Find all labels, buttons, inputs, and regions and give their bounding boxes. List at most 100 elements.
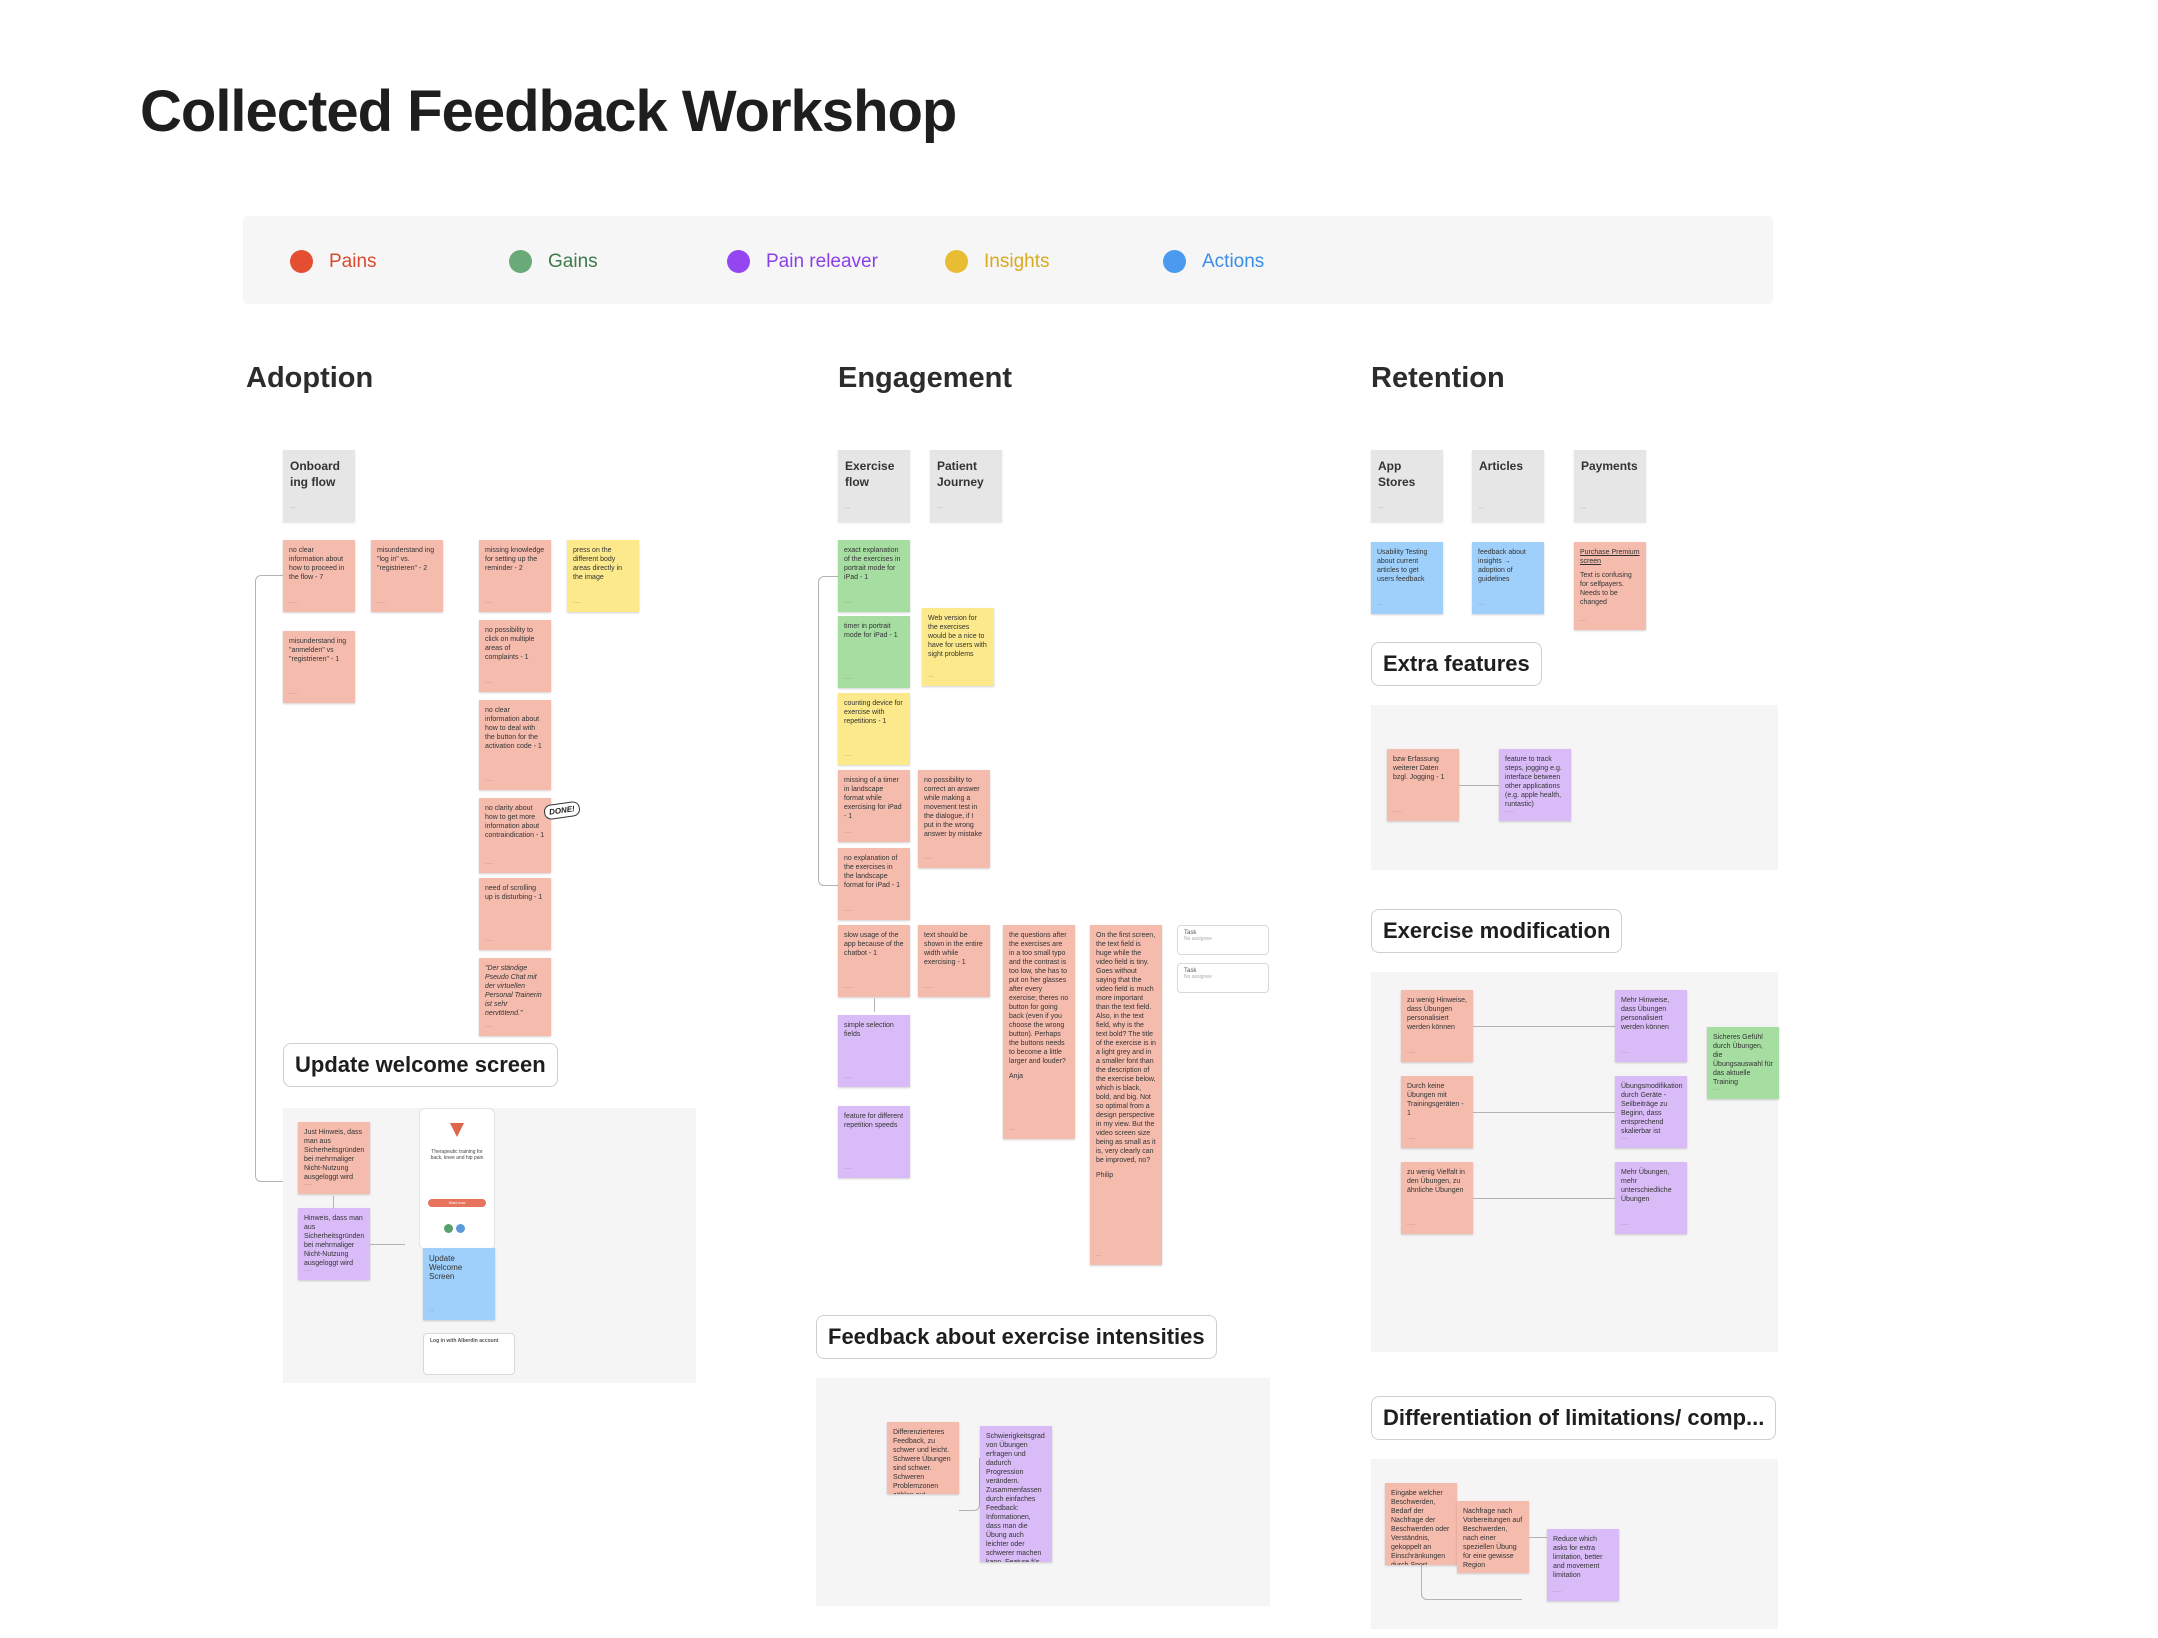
sticky-note[interactable]: Durch keine Übungen mit Trainingsgeräten… <box>1401 1076 1473 1148</box>
connector-line <box>874 998 875 1012</box>
sticky-note[interactable]: no clear information about how to procee… <box>283 540 355 612</box>
author-label: ···· <box>290 505 296 510</box>
sticky-note[interactable]: Web version for the exercises would be a… <box>922 608 994 686</box>
connector-line <box>255 575 284 1182</box>
insights-dot-icon <box>945 250 968 273</box>
connector-line <box>1473 1112 1615 1113</box>
sticky-note[interactable]: no clear information about how to deal w… <box>479 700 551 790</box>
column-header-articles[interactable]: Articles ···· <box>1472 450 1544 522</box>
connector-line <box>818 576 839 886</box>
sticky-note[interactable]: On the first screen, the text field is h… <box>1090 925 1162 1265</box>
sticky-note[interactable]: Hinweis, dass man aus Sicherheitsgründen… <box>298 1208 370 1280</box>
sticky-note[interactable]: Differenzierteres Feedback, zu schwer un… <box>887 1422 959 1494</box>
login-card[interactable]: Log in with Alberdin account <box>423 1333 515 1375</box>
sticky-note[interactable]: Übungsmodifikation durch Geräte - Seilbe… <box>1615 1076 1687 1148</box>
sticky-note[interactable]: timer in portrait mode for iPad - 1 ·····… <box>838 616 910 688</box>
sticky-note[interactable]: Reduce which asks for extra limitation, … <box>1547 1529 1619 1601</box>
sticky-text: no clear information about how to procee… <box>289 547 345 581</box>
legend-item-gains: Gains <box>509 250 598 273</box>
pain-releaver-dot-icon <box>727 250 750 273</box>
section-box-exercise-modification: zu wenig Hinweise, dass Übungen personal… <box>1371 972 1779 1352</box>
sticky-note[interactable]: no explanation of the exercises in the l… <box>838 848 910 920</box>
connector-line <box>333 1196 334 1216</box>
author-label: ······ <box>573 600 581 605</box>
sticky-text: counting device for exercise with repeti… <box>844 700 903 725</box>
column-header-patient-journey[interactable]: Patient Journey ···· <box>930 450 1002 522</box>
sticky-text: timer in portrait mode for iPad - 1 <box>844 623 898 639</box>
sticky-note[interactable]: Update Welcome Screen ···· <box>423 1248 495 1320</box>
sticky-text: Mehr Übungen, mehr unterschiedliche Übun… <box>1621 1169 1672 1203</box>
column-header-label: App Stores <box>1378 459 1416 489</box>
sticky-note[interactable]: Purchase Premium screen Text is confusin… <box>1574 542 1646 630</box>
section-label-update-welcome-screen[interactable]: Update welcome screen <box>283 1043 558 1087</box>
sticky-note[interactable]: misunderstand ing "log in" vs. "registri… <box>371 540 443 612</box>
author-label: ······ <box>844 753 852 758</box>
sticky-text: Text is confusing for selfpayers. Needs … <box>1580 572 1632 606</box>
task-card[interactable]: Task No assignee <box>1177 925 1269 955</box>
column-header-app-stores[interactable]: App Stores ···· <box>1371 450 1443 522</box>
sticky-text: missing of a timer in landscape format w… <box>844 777 902 820</box>
sticky-note[interactable]: bzw Erfassung weiterer Daten bzgl. Joggi… <box>1387 749 1459 821</box>
app-logo-icon <box>450 1123 464 1137</box>
sticky-note[interactable]: need of scrolling up is disturbing - 1 ··… <box>479 878 551 950</box>
sticky-text: Usability Testing about current articles… <box>1377 549 1428 583</box>
author-label: ······ <box>844 1166 852 1171</box>
sticky-note[interactable]: press on the different body areas direct… <box>567 540 639 612</box>
sticky-signature: Anja <box>1009 1073 1024 1080</box>
section-title-engagement: Engagement <box>838 362 1013 394</box>
sticky-note[interactable]: Sicheres Gefühl durch Übungen, die Übung… <box>1707 1027 1779 1099</box>
sticky-note[interactable]: Eingabe welcher Beschwerden, Bedarf der … <box>1385 1483 1457 1565</box>
author-label: ······ <box>844 1075 852 1080</box>
sticky-note[interactable]: zu wenig Vielfalt in den Übungen, zu ähn… <box>1401 1162 1473 1234</box>
sticky-note[interactable]: slow usage of the app because of the cha… <box>838 925 910 997</box>
sticky-note[interactable]: exact explanation of the exercises in po… <box>838 540 910 612</box>
sticky-note[interactable]: feature for different repetition speeds ·… <box>838 1106 910 1178</box>
column-header-exercise-flow[interactable]: Exercise flow ···· <box>838 450 910 522</box>
sticky-note[interactable]: Nachfrage nach Vorbereitungen auf Beschw… <box>1457 1501 1529 1573</box>
sticky-note[interactable]: misunderstand ing "anmelden" vs "registr… <box>283 631 355 703</box>
author-label: ···· <box>1580 618 1586 623</box>
column-header-onboarding[interactable]: Onboard ing flow ···· <box>283 450 355 522</box>
sticky-text: feature to track steps, jogging e.g. int… <box>1505 756 1562 808</box>
sticky-note[interactable]: zu wenig Hinweise, dass Übungen personal… <box>1401 990 1473 1062</box>
sticky-note[interactable]: no possibility to click on multiple area… <box>479 620 551 692</box>
sticky-note[interactable]: the questions after the exercises are in… <box>1003 925 1075 1139</box>
sticky-note[interactable]: text should be shown in the entire width… <box>918 925 990 997</box>
start-button[interactable]: Start now <box>428 1199 486 1207</box>
author-label: ······ <box>289 691 297 696</box>
sticky-note[interactable]: simple selection fields ······ <box>838 1015 910 1087</box>
sticky-note[interactable]: Usability Testing about current articles… <box>1371 542 1443 614</box>
sticky-note[interactable]: Mehr Übungen, mehr unterschiedliche Übun… <box>1615 1162 1687 1234</box>
sticky-note[interactable]: feature to track steps, jogging e.g. int… <box>1499 749 1571 821</box>
section-label-extra-features[interactable]: Extra features <box>1371 642 1542 686</box>
sticky-note[interactable]: Just Hinweis, dass man aus Sicherheitsgr… <box>298 1122 370 1194</box>
section-title-adoption: Adoption <box>246 362 374 394</box>
author-label: ······ <box>844 676 852 681</box>
author-label: ······ <box>1621 1222 1629 1227</box>
author-label: ······ <box>377 600 385 605</box>
sticky-note[interactable]: "Der ständige Pseudo Chat mit der virtue… <box>479 958 551 1036</box>
task-assignee: No assignee <box>1184 936 1212 942</box>
sticky-note[interactable]: missing knowledge for setting up the rem… <box>479 540 551 612</box>
sticky-text: zu wenig Hinweise, dass Übungen personal… <box>1407 997 1467 1031</box>
sticky-note[interactable]: feedback about insights → adoption of gu… <box>1472 542 1544 614</box>
connector-line <box>1473 1026 1615 1027</box>
sticky-link[interactable]: Purchase Premium screen <box>1580 549 1640 565</box>
legend-item-pain-releaver: Pain releaver <box>727 250 878 273</box>
sticky-note[interactable]: no clarity about how to get more informa… <box>479 798 551 873</box>
connector-line <box>1459 785 1499 786</box>
sticky-note[interactable]: Mehr Hinweise, dass Übungen personalisie… <box>1615 990 1687 1062</box>
task-card[interactable]: Task No assignee <box>1177 963 1269 993</box>
sticky-text: no clarity about how to get more informa… <box>485 805 545 839</box>
sticky-note[interactable]: counting device for exercise with repeti… <box>838 693 910 765</box>
sticky-note[interactable]: missing of a timer in landscape format w… <box>838 770 910 842</box>
column-header-payments[interactable]: Payments ···· <box>1574 450 1646 522</box>
sticky-text: Differenzierteres Feedback, zu schwer un… <box>893 1429 951 1494</box>
section-label-exercise-modification[interactable]: Exercise modification <box>1371 909 1623 953</box>
sticky-text: Übungsmodifikation durch Geräte - Seilbe… <box>1621 1083 1683 1135</box>
section-label-exercise-intensities[interactable]: Feedback about exercise intensities <box>816 1315 1217 1359</box>
sticky-text: need of scrolling up is disturbing - 1 <box>485 885 543 901</box>
sticky-note[interactable]: Schwierigkeitsgrad von Übungen erfragen … <box>980 1426 1052 1562</box>
section-label-differentiation-limitations[interactable]: Differentiation of limitations/ comp... <box>1371 1396 1777 1440</box>
sticky-note[interactable]: no possibility to correct an answer whil… <box>918 770 990 868</box>
